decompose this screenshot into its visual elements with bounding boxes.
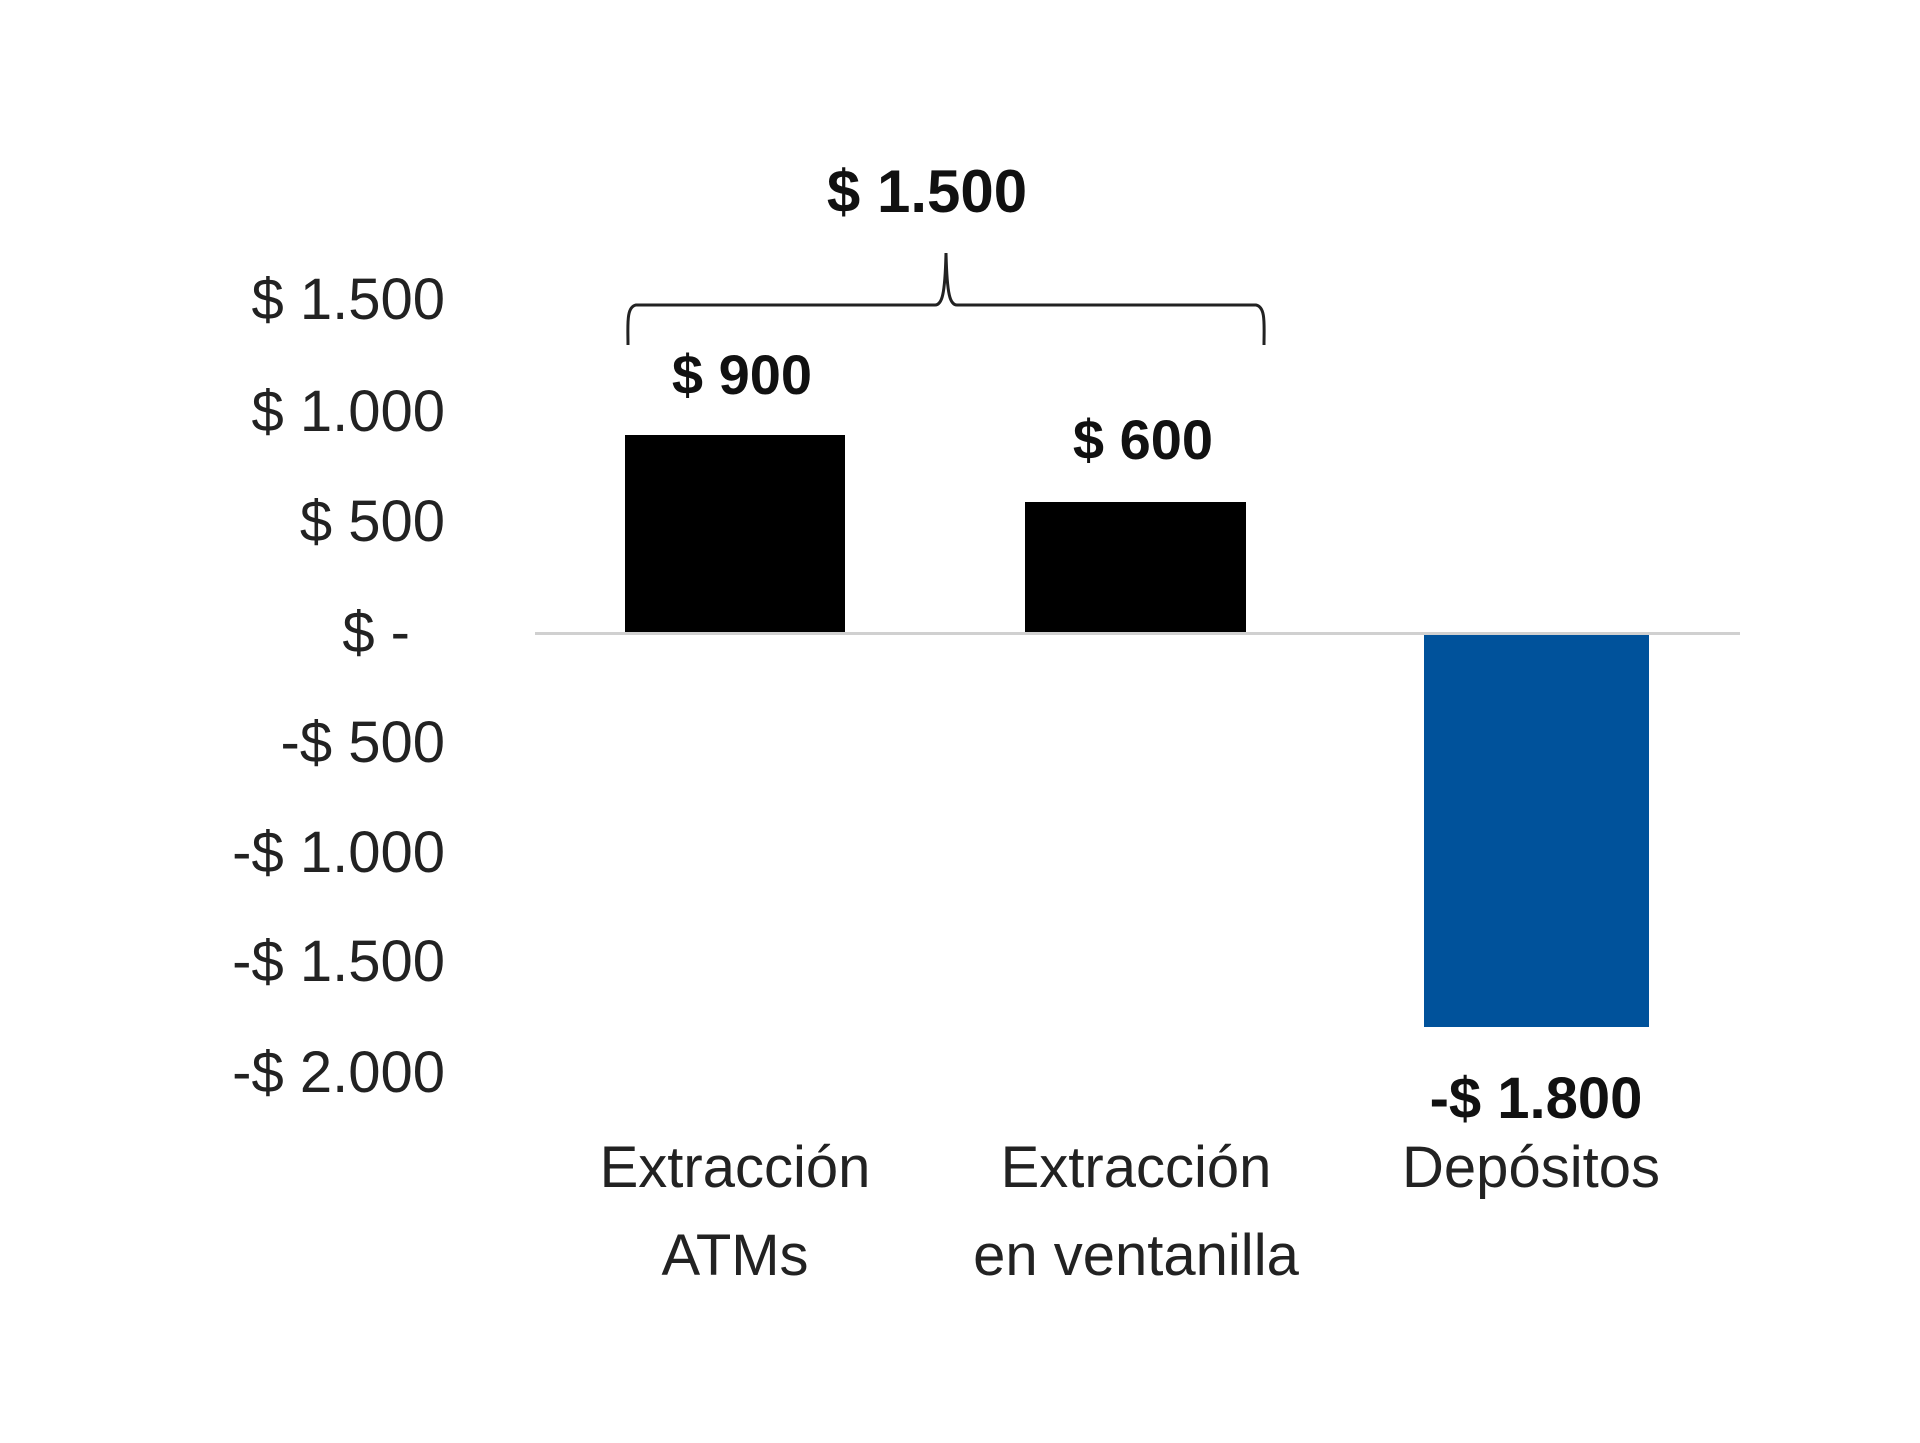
data-label: $ 900 bbox=[671, 343, 813, 406]
y-tick-label: $ 500 bbox=[299, 489, 445, 554]
category-line: ATMs bbox=[661, 1223, 809, 1288]
y-tick-label: -$ 1.000 bbox=[232, 820, 445, 885]
data-label: -$ 1.800 bbox=[1429, 1066, 1643, 1131]
brace-total-label: $ 1.500 bbox=[826, 158, 1028, 225]
category-line: Extracción bbox=[599, 1135, 871, 1200]
category-line: Extracción bbox=[1000, 1135, 1272, 1200]
x-category-label: Extracción en ventanilla bbox=[973, 1124, 1299, 1300]
y-tick-label: -$ 500 bbox=[280, 710, 445, 775]
data-label: $ 600 bbox=[1072, 408, 1214, 471]
category-line: Depósitos bbox=[1402, 1135, 1660, 1200]
x-category-label: Extracción ATMs bbox=[600, 1124, 871, 1300]
bar bbox=[1025, 502, 1246, 632]
y-tick-label: -$ 1.500 bbox=[232, 929, 445, 994]
y-tick-label: $ 1.500 bbox=[251, 267, 445, 332]
bar bbox=[625, 435, 845, 632]
y-tick-label: $ 1.000 bbox=[251, 379, 445, 444]
x-category-label: Depósitos bbox=[1402, 1124, 1660, 1212]
y-tick-label: $ - bbox=[342, 600, 410, 665]
brace-icon bbox=[626, 252, 1266, 346]
zero-axis-line bbox=[535, 632, 1740, 635]
y-tick-label: -$ 2.000 bbox=[232, 1040, 445, 1105]
category-line: en ventanilla bbox=[973, 1223, 1299, 1288]
bar bbox=[1424, 635, 1649, 1027]
